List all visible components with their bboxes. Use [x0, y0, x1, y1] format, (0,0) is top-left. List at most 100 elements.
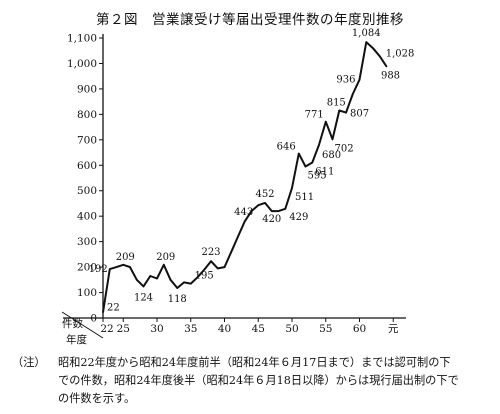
x-tick-label: 元 — [388, 323, 399, 335]
data-point — [108, 268, 111, 270]
y-tick-label: 700 — [77, 134, 97, 146]
data-label: 815 — [327, 98, 346, 109]
data-label: 1,084 — [352, 28, 381, 39]
data-point — [183, 281, 185, 284]
data-label: 595 — [308, 171, 327, 182]
data-point — [203, 268, 206, 271]
data-point — [189, 282, 192, 285]
data-label: 511 — [295, 192, 314, 203]
data-label: 611 — [315, 166, 334, 177]
x-tick-label: 60 — [353, 323, 366, 335]
data-label: 1,028 — [386, 48, 415, 59]
data-point — [135, 279, 138, 281]
y-tick-label: 500 — [77, 185, 97, 197]
y-tick-label: 400 — [77, 211, 97, 223]
data-label: 223 — [201, 247, 220, 258]
data-point — [297, 152, 300, 155]
data-point — [250, 210, 253, 212]
data-point — [115, 266, 118, 268]
footnote-line-3: の件数を示す。 — [58, 392, 136, 405]
data-point — [237, 235, 239, 238]
data-label: 680 — [322, 150, 341, 161]
data-point — [243, 220, 246, 223]
data-label: 209 — [156, 252, 175, 263]
data-point — [365, 41, 368, 43]
data-point — [149, 275, 152, 277]
x-axis-ticks: 22 25 30 35 40 45 50 55 60 元 — [100, 318, 399, 335]
line-chart: 0 100 200 300 400 500 600 700 800 900 1,000 1,100 2… — [61, 28, 415, 346]
data-point — [176, 287, 179, 289]
data-point — [331, 138, 334, 141]
x-tick-label: 22 — [100, 323, 113, 335]
data-label: 646 — [277, 142, 296, 153]
data-point — [304, 165, 307, 168]
data-point — [324, 120, 327, 123]
y-tick-label: 0 — [90, 313, 97, 325]
data-point — [345, 111, 347, 114]
corner-diagonal — [61, 311, 104, 339]
series-group — [102, 41, 388, 314]
data-label: 988 — [381, 71, 400, 82]
footnote-line-1: （注） 昭和22年度から昭和24年度前半（昭和24年６月17日まで）までは認可制の… — [12, 354, 490, 372]
x-tick-label: 55 — [319, 323, 332, 335]
chart-title: 第２図 営業譲受け等届出受理件数の年度別推移 — [96, 12, 404, 28]
data-point — [129, 266, 131, 268]
y-axis-ticks: 0 100 200 300 400 500 600 700 800 900 1,000 1,100 — [67, 33, 103, 325]
data-point — [264, 202, 266, 204]
data-point — [102, 311, 104, 314]
data-label: 443 — [234, 207, 253, 218]
x-tick-label: 50 — [285, 323, 298, 335]
data-point — [311, 161, 314, 164]
data-label: 195 — [195, 270, 214, 281]
data-label: 936 — [336, 75, 355, 86]
y-tick-label: 900 — [77, 83, 97, 95]
y-tick-label: 800 — [77, 109, 97, 121]
data-point — [210, 260, 212, 263]
data-point — [257, 204, 260, 207]
footnote: （注） 昭和22年度から昭和24年度前半（昭和24年６月17日まで）までは認可制の… — [12, 354, 490, 408]
y-tick-label: 600 — [77, 160, 97, 172]
x-tick-label: 35 — [184, 323, 197, 335]
data-point — [230, 251, 233, 253]
data-label: 192 — [89, 264, 108, 275]
data-point — [284, 208, 287, 210]
y-tick-label: 300 — [77, 236, 97, 248]
y-tick-label: 1,000 — [67, 58, 97, 70]
data-point — [216, 267, 219, 270]
y-axis-title: 件数 — [62, 317, 83, 330]
data-point — [378, 55, 381, 58]
data-point — [156, 277, 158, 280]
data-label: 429 — [289, 212, 308, 223]
data-point — [122, 264, 125, 266]
data-point — [385, 65, 388, 68]
data-point — [372, 47, 374, 49]
footnote-mark: （注） — [12, 356, 46, 369]
y-tick-label: 100 — [77, 287, 97, 299]
data-point — [277, 210, 280, 212]
data-point — [142, 285, 145, 288]
data-point — [318, 144, 320, 146]
data-label: 118 — [168, 294, 187, 305]
footnote-line-2: での件数，昭和24年度後半（昭和24年６月18日以降）からは現行届出制の下で — [58, 374, 459, 387]
data-point — [270, 210, 273, 212]
data-label: 807 — [350, 109, 369, 120]
y-tick-label: 200 — [77, 262, 97, 274]
data-label: 771 — [305, 110, 324, 121]
x-tick-label: 30 — [150, 323, 163, 335]
data-label: 22 — [107, 302, 120, 313]
y-tick-label: 1,100 — [67, 33, 97, 45]
data-point — [358, 78, 361, 81]
data-label: 452 — [255, 189, 274, 200]
x-tick-label: 45 — [252, 323, 265, 335]
chart-axes — [61, 34, 406, 339]
x-tick-label: 25 — [117, 323, 130, 335]
data-point — [291, 187, 293, 189]
data-point — [338, 109, 341, 112]
data-label: 124 — [134, 292, 153, 303]
data-point — [223, 266, 226, 268]
data-point — [196, 276, 199, 279]
data-label: 209 — [116, 252, 135, 263]
data-point — [169, 279, 172, 281]
